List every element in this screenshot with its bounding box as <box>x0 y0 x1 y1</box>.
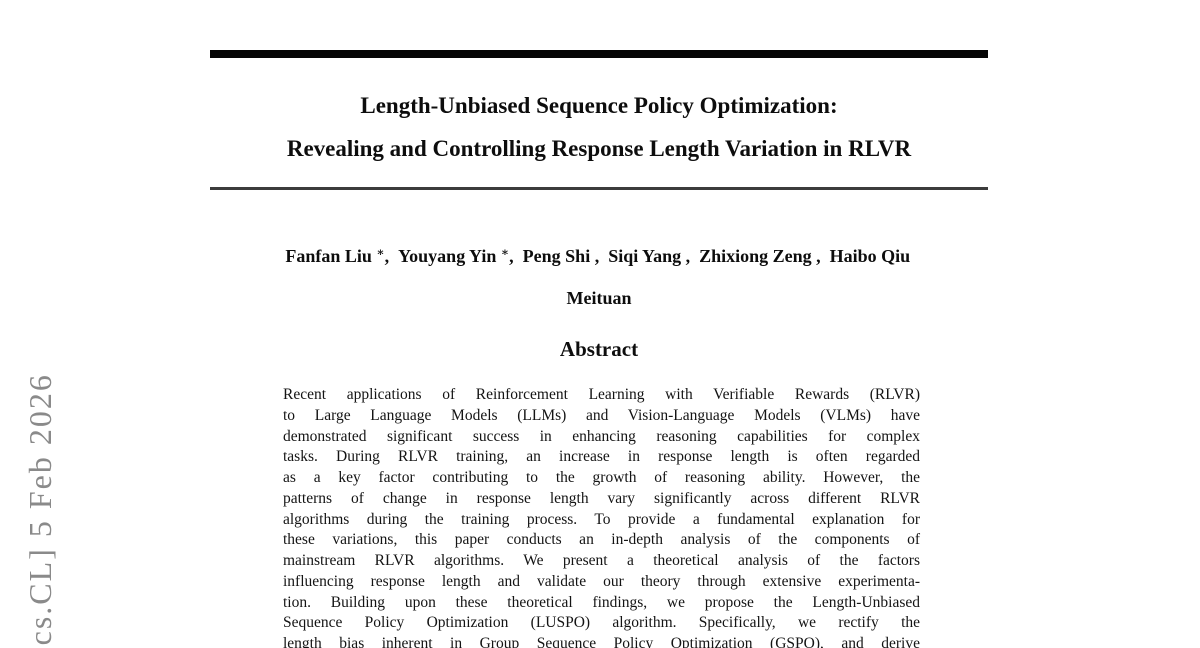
abstract-body: Recent applications of Reinforcement Lea… <box>283 385 920 648</box>
abstract-line: Sequence Policy Optimization (LUSPO) alg… <box>283 614 920 632</box>
author-footnote-mark: ∗ <box>500 245 510 259</box>
abstract-line: length bias inherent in Group Sequence P… <box>283 635 920 648</box>
abstract-line: patterns of change in response length va… <box>283 489 920 507</box>
abstract-line: tasks. During RLVR training, an increase… <box>283 448 920 466</box>
author-name: Haibo Qiu <box>829 246 915 266</box>
title-rule-bottom <box>210 187 988 190</box>
paper-title-line2: Revealing and Controlling Response Lengt… <box>286 136 912 161</box>
paper-title-line1: Length-Unbiased Sequence Policy Optimiza… <box>360 93 838 118</box>
title-rule-top <box>210 50 988 58</box>
author-name: Peng Shi <box>522 246 595 266</box>
abstract-line: mainstream RLVR algorithms. We present a… <box>283 552 920 569</box>
abstract-line: demonstrated significant success in enha… <box>283 427 920 445</box>
paper-title: Length-Unbiased Sequence Policy Optimiza… <box>210 84 988 170</box>
abstract-line: these variations, this paper conducts an… <box>283 531 920 549</box>
author-name: Siqi Yang <box>608 246 686 266</box>
affiliation: Meituan <box>566 288 632 308</box>
abstract-line: Recent applications of Reinforcement Lea… <box>283 386 920 403</box>
authors-line: Fanfan Liu ∗, Youyang Yin ∗, Peng Shi , … <box>285 245 915 266</box>
abstract-line: algorithms during the training process. … <box>283 510 920 528</box>
arxiv-stamp: [cs.CL] 5 Feb 2026 <box>22 373 58 648</box>
author-name: Fanfan Liu ∗ <box>285 245 385 266</box>
abstract-line: influencing response length and validate… <box>283 572 920 590</box>
author-footnote-mark: ∗ <box>376 245 385 259</box>
author-name: Youyang Yin ∗ <box>398 245 510 266</box>
abstract-heading: Abstract <box>559 337 639 361</box>
author-name: Zhixiong Zeng <box>699 246 817 266</box>
abstract-line: as a key factor contributing to the grow… <box>283 469 920 486</box>
abstract-line: to Large Language Models (LLMs) and Visi… <box>283 406 920 424</box>
abstract-line: tion. Building upon these theoretical fi… <box>283 593 920 611</box>
